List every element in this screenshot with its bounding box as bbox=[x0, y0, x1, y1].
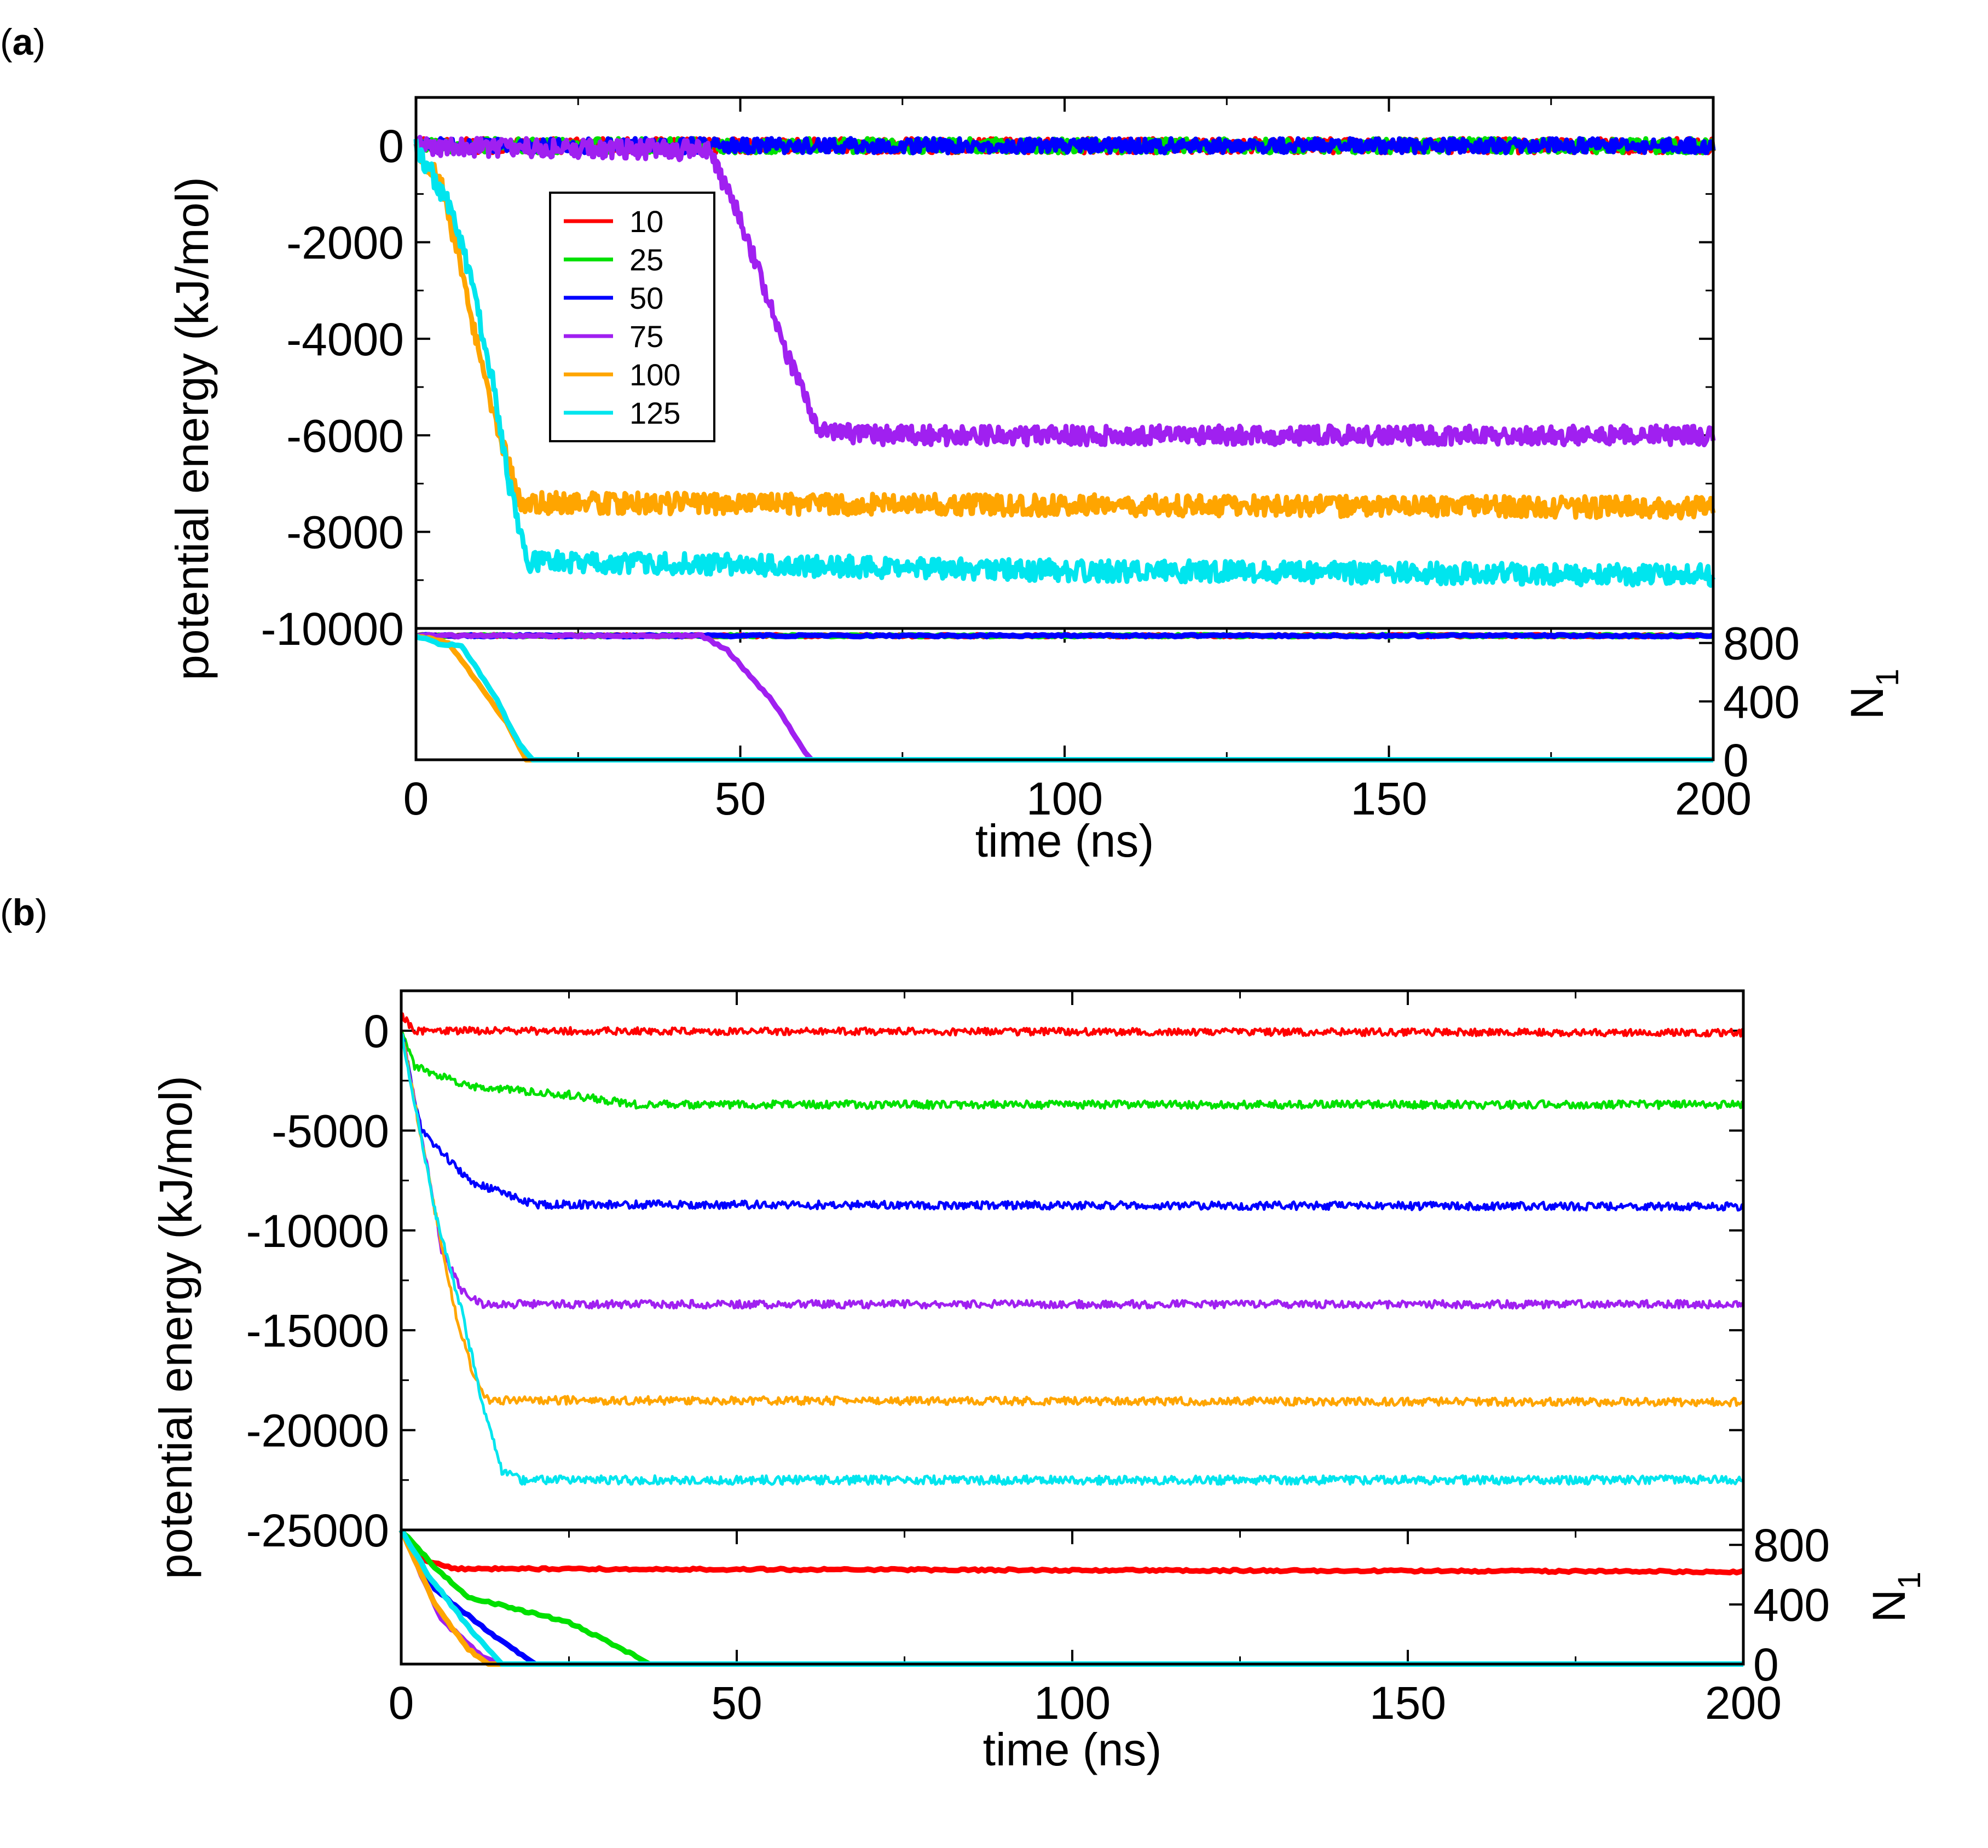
x-tick-label: 0 bbox=[389, 1677, 414, 1729]
n1-tick-label: 400 bbox=[1723, 676, 1800, 727]
x-tick-label: 50 bbox=[711, 1677, 762, 1729]
panel-b-y-axis-label: potential energy (kJ/mol) bbox=[150, 1076, 201, 1579]
energy-series-line bbox=[400, 1032, 1745, 1486]
y-tick-label: 0 bbox=[363, 1006, 389, 1057]
y-tick-label: -15000 bbox=[246, 1305, 389, 1356]
x-tick-label: 50 bbox=[715, 773, 766, 824]
n1-series-line bbox=[399, 1528, 1743, 1667]
panel-a-y-axis-label: potential energy (kJ/mol) bbox=[166, 177, 218, 680]
y-tick-label: -8000 bbox=[286, 507, 404, 558]
n1-series-line bbox=[414, 633, 1713, 763]
energy-series-line bbox=[400, 1033, 1744, 1408]
y-tick-label: -10000 bbox=[246, 1205, 389, 1257]
panel-a-n1-axis-label: N1 bbox=[1841, 669, 1905, 720]
legend-label: 125 bbox=[629, 396, 680, 430]
x-tick-label: 150 bbox=[1350, 773, 1427, 824]
x-tick-label: 200 bbox=[1705, 1677, 1782, 1729]
panel-a-x-axis-label: time (ns) bbox=[975, 815, 1154, 867]
panel-b-n1-frame bbox=[400, 1528, 1745, 1666]
n1-series-line bbox=[398, 1528, 1744, 1576]
energy-series-line bbox=[400, 1012, 1745, 1038]
panel-b-ticks: 0 50 100 150 2000-5000-10000-15000-20000-250… bbox=[246, 991, 1830, 1729]
y-tick-label: -2000 bbox=[286, 217, 404, 269]
panel-b-x-axis-label: time (ns) bbox=[983, 1724, 1162, 1775]
y-tick-label: -6000 bbox=[286, 410, 404, 461]
y-tick-label: -25000 bbox=[246, 1505, 389, 1556]
panel-b-energy-frame bbox=[400, 989, 1745, 1532]
n1-tick-label: 0 bbox=[1723, 735, 1749, 786]
y-tick-label: 0 bbox=[378, 120, 404, 172]
x-tick-label: 150 bbox=[1369, 1677, 1446, 1729]
energy-series-line bbox=[413, 138, 1716, 588]
panel-a-ticks: 0 50 100 150 2000-2000-4000-6000-8000-10000 8… bbox=[261, 97, 1800, 824]
panel-b: (b) 0 50 100 150 2000-5000-10000-15000-20000… bbox=[0, 892, 1927, 1775]
n1-series-line bbox=[415, 632, 1713, 763]
energy-series-line bbox=[413, 135, 1716, 448]
x-tick-label: 200 bbox=[1675, 773, 1752, 824]
legend-label: 25 bbox=[629, 242, 663, 277]
y-tick-label: -20000 bbox=[246, 1405, 389, 1457]
y-tick-label: -5000 bbox=[271, 1105, 389, 1157]
n1-series-line bbox=[415, 633, 1713, 763]
legend-label: 50 bbox=[629, 281, 663, 315]
legend-label: 100 bbox=[629, 357, 680, 392]
n1-tick-label: 800 bbox=[1753, 1520, 1830, 1571]
legend-label: 75 bbox=[629, 319, 663, 354]
legend-box bbox=[549, 192, 715, 442]
panel-a: (a) 0 50 100 150 2000-2000-4000-6000-8000-10… bbox=[0, 21, 1905, 867]
legend-label: 10 bbox=[629, 204, 663, 239]
panel-a-n1-frame bbox=[414, 627, 1715, 761]
n1-series-line bbox=[398, 1528, 1743, 1667]
n1-series-line bbox=[398, 1528, 1743, 1667]
x-tick-label: 100 bbox=[1026, 773, 1103, 824]
n1-tick-label: 400 bbox=[1753, 1579, 1830, 1631]
energy-series-line bbox=[400, 1033, 1744, 1310]
energy-series-line bbox=[400, 1031, 1745, 1110]
energy-series-line bbox=[400, 1033, 1744, 1212]
y-tick-label: -10000 bbox=[261, 603, 404, 655]
panel-b-label: (b) bbox=[0, 892, 48, 933]
n1-tick-label: 800 bbox=[1723, 618, 1800, 669]
y-tick-label: -4000 bbox=[286, 314, 404, 365]
panel-b-n1-axis-label: N1 bbox=[1863, 1572, 1927, 1622]
x-tick-label: 0 bbox=[403, 773, 429, 824]
n1-series-line bbox=[398, 1528, 1743, 1667]
n1-tick-label: 0 bbox=[1753, 1639, 1779, 1690]
energy-series-line bbox=[413, 139, 1716, 521]
n1-series-line bbox=[398, 1528, 1743, 1667]
panel-a-series bbox=[413, 135, 1716, 763]
x-tick-label: 100 bbox=[1034, 1677, 1111, 1729]
panel-a-label: (a) bbox=[0, 21, 45, 63]
panel-b-series bbox=[398, 1012, 1745, 1667]
